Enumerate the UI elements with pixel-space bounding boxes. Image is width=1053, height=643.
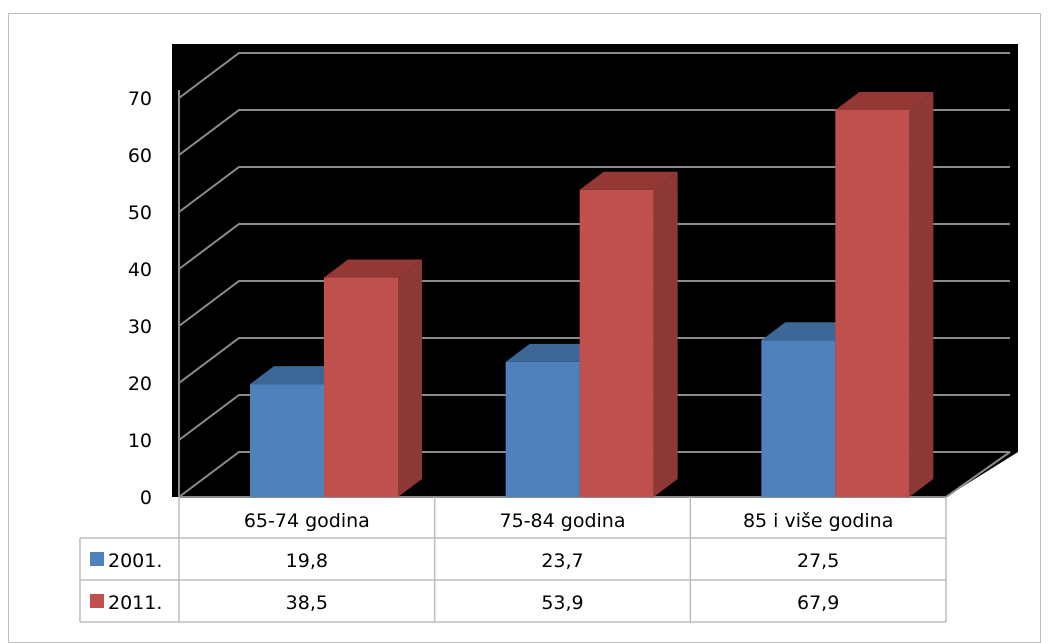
- gridline: [178, 109, 1010, 156]
- bar: [835, 91, 934, 497]
- data-label: 27,5: [797, 550, 839, 572]
- legend-label: 2011.: [108, 592, 162, 614]
- bar-side: [398, 259, 422, 497]
- bar: [324, 259, 422, 497]
- bar-front: [761, 340, 836, 497]
- bar: [579, 171, 678, 497]
- gridline: [178, 280, 1010, 327]
- bar-top: [835, 91, 934, 110]
- x-tick-label: 65-74 godina: [244, 510, 370, 532]
- bars: [250, 91, 934, 497]
- gridline: [178, 451, 1010, 498]
- bar-front: [505, 361, 580, 497]
- y-tick-label: 30: [128, 316, 152, 338]
- bar-top: [579, 171, 678, 190]
- y-tick-label: 40: [128, 259, 152, 281]
- data-label: 38,5: [286, 592, 328, 614]
- bar-side: [653, 171, 678, 497]
- gridline: [178, 52, 1010, 99]
- y-tick-label: 60: [128, 145, 152, 167]
- data-table: 65-74 godina 75-84 godina 85 i više godina…: [79, 497, 947, 623]
- y-axis-tick-labels: 0 10 20 30 40 50 60 70: [128, 88, 152, 509]
- bar-front: [579, 189, 654, 497]
- x-tick-label: 75-84 godina: [500, 510, 626, 532]
- bar-top: [761, 322, 860, 341]
- bar-front: [835, 109, 910, 497]
- y-tick-label: 70: [128, 88, 152, 110]
- bar-top: [250, 366, 348, 385]
- bar-top: [505, 343, 604, 362]
- y-tick-label: 10: [128, 430, 152, 452]
- data-label: 67,9: [797, 592, 839, 614]
- data-label: 53,9: [541, 592, 583, 614]
- bar-side: [909, 91, 934, 497]
- y-tick-label: 20: [128, 373, 152, 395]
- legend-swatch: [90, 594, 104, 608]
- y-tick-label: 50: [128, 202, 152, 224]
- bar-top: [324, 259, 422, 278]
- x-tick-label: 85 i više godina: [743, 510, 893, 532]
- gridline: [178, 337, 1010, 384]
- legend-label: 2001.: [108, 550, 162, 572]
- y-tick-label: 0: [140, 487, 152, 509]
- bar-front: [324, 277, 398, 497]
- data-label: 23,7: [541, 550, 583, 572]
- data-label: 19,8: [286, 550, 328, 572]
- bar-front: [250, 384, 324, 497]
- legend-swatch: [90, 552, 104, 566]
- gridline: [178, 166, 1010, 213]
- gridline: [178, 223, 1010, 270]
- gridline: [178, 394, 1010, 441]
